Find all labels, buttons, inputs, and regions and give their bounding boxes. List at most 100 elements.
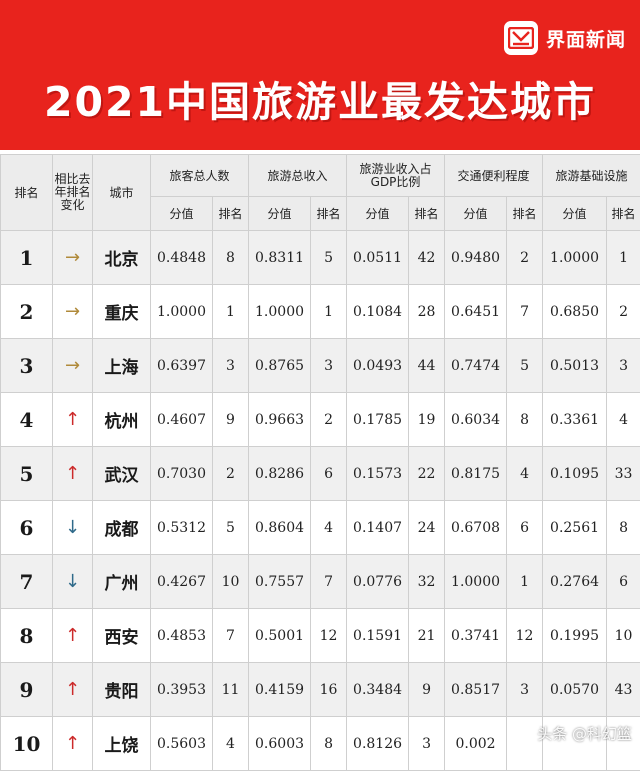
score-cell: 0.6708 — [445, 501, 507, 555]
arrow-up-icon: ↑ — [65, 409, 80, 430]
subrank-cell: 2 — [213, 447, 249, 501]
score-cell: 0.3484 — [347, 663, 409, 717]
subrank-cell: 3 — [409, 717, 445, 771]
score-cell: 0.2764 — [543, 555, 607, 609]
subrank-cell: 12 — [507, 609, 543, 663]
header-sub-score: 分值 — [347, 197, 409, 231]
score-cell: 0.1084 — [347, 285, 409, 339]
header-sub-rank: 排名 — [311, 197, 347, 231]
score-cell: 0.3953 — [151, 663, 213, 717]
subrank-cell: 4 — [507, 447, 543, 501]
rank-cell: 1 — [1, 231, 53, 285]
subrank-cell: 9 — [409, 663, 445, 717]
score-cell: 0.1407 — [347, 501, 409, 555]
score-cell: 0.3361 — [543, 393, 607, 447]
score-cell: 0.6850 — [543, 285, 607, 339]
header-sub-rank: 排名 — [213, 197, 249, 231]
arrow-down-icon: ↓ — [65, 517, 80, 538]
score-cell: 0.4159 — [249, 663, 311, 717]
brand-name: 界面新闻 — [546, 25, 626, 52]
score-cell: 0.7030 — [151, 447, 213, 501]
score-cell: 1.0000 — [151, 285, 213, 339]
score-cell: 0.1785 — [347, 393, 409, 447]
score-cell: 0.1591 — [347, 609, 409, 663]
score-cell: 0.8604 — [249, 501, 311, 555]
header-sub-score: 分值 — [543, 197, 607, 231]
score-cell: 0.1995 — [543, 609, 607, 663]
score-cell: 0.5312 — [151, 501, 213, 555]
subrank-cell: 8 — [607, 501, 640, 555]
subrank-cell: 3 — [311, 339, 347, 393]
score-cell: 0.5603 — [151, 717, 213, 771]
score-cell: 0.0570 — [543, 663, 607, 717]
change-cell: → — [53, 231, 93, 285]
score-cell: 0.9663 — [249, 393, 311, 447]
brand-logo: 界面新闻 — [504, 18, 626, 58]
subrank-cell: 6 — [607, 555, 640, 609]
rank-cell: 8 — [1, 609, 53, 663]
header-sub-score: 分值 — [151, 197, 213, 231]
score-cell: 0.8517 — [445, 663, 507, 717]
change-cell: ↑ — [53, 393, 93, 447]
change-cell: ↑ — [53, 447, 93, 501]
header-sub-score: 分值 — [445, 197, 507, 231]
score-cell: 0.0493 — [347, 339, 409, 393]
change-cell: ↓ — [53, 501, 93, 555]
score-cell: 0.8765 — [249, 339, 311, 393]
rank-cell: 6 — [1, 501, 53, 555]
score-cell: 1.0000 — [249, 285, 311, 339]
rank-cell: 10 — [1, 717, 53, 771]
score-cell: 0.7557 — [249, 555, 311, 609]
rank-cell: 3 — [1, 339, 53, 393]
score-cell: 0.6397 — [151, 339, 213, 393]
header-banner: 界面新闻 2021中国旅游业最发达城市 — [0, 0, 640, 150]
rank-cell: 5 — [1, 447, 53, 501]
score-cell: 0.4853 — [151, 609, 213, 663]
subrank-cell: 4 — [311, 501, 347, 555]
arrow-up-icon: ↑ — [65, 463, 80, 484]
arrow-right-icon: → — [65, 247, 80, 268]
score-cell: 0.2561 — [543, 501, 607, 555]
header-group: 旅客总人数 — [151, 155, 249, 197]
score-cell: 1.0000 — [543, 231, 607, 285]
subrank-cell: 1 — [607, 231, 640, 285]
subrank-cell: 9 — [213, 393, 249, 447]
header-change: 相比去年排名变化 — [53, 155, 93, 231]
score-cell: 0.4848 — [151, 231, 213, 285]
subrank-cell: 3 — [213, 339, 249, 393]
header-sub-rank: 排名 — [507, 197, 543, 231]
change-cell: ↑ — [53, 663, 93, 717]
score-cell: 1.0000 — [445, 555, 507, 609]
score-cell: 0.002 — [445, 717, 507, 771]
subrank-cell: 12 — [311, 609, 347, 663]
subrank-cell: 7 — [507, 285, 543, 339]
rank-cell: 7 — [1, 555, 53, 609]
page-title: 2021中国旅游业最发达城市 — [0, 68, 640, 128]
subrank-cell: 44 — [409, 339, 445, 393]
city-cell: 上海 — [93, 339, 151, 393]
subrank-cell: 7 — [213, 609, 249, 663]
header-group: 旅游总收入 — [249, 155, 347, 197]
subrank-cell: 32 — [409, 555, 445, 609]
subrank-cell: 22 — [409, 447, 445, 501]
city-cell: 上饶 — [93, 717, 151, 771]
subrank-cell: 2 — [607, 285, 640, 339]
arrow-up-icon: ↑ — [65, 625, 80, 646]
score-cell: 0.4267 — [151, 555, 213, 609]
subrank-cell: 1 — [507, 555, 543, 609]
subrank-cell: 24 — [409, 501, 445, 555]
subrank-cell: 3 — [607, 339, 640, 393]
watermark: 头条 @科幻篮 — [537, 723, 632, 744]
subrank-cell: 2 — [311, 393, 347, 447]
subrank-cell: 1 — [311, 285, 347, 339]
score-cell: 0.4607 — [151, 393, 213, 447]
arrow-right-icon: → — [65, 301, 80, 322]
